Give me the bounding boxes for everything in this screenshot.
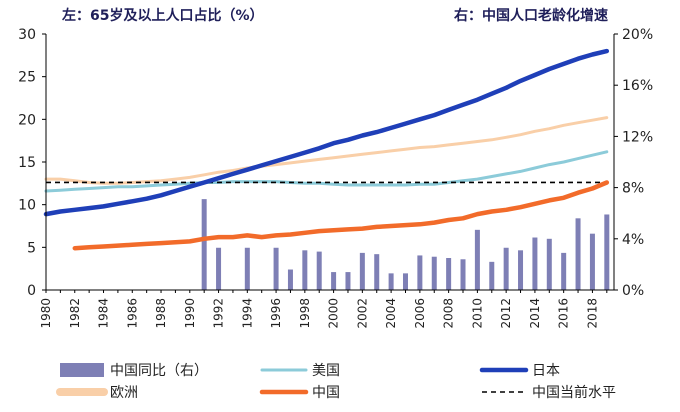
x-tick-label: 1998 [298,298,312,329]
x-tick-label: 2004 [384,298,398,329]
bar-china-yoy [216,247,222,290]
right-tick-label: 12% [622,129,653,145]
bar-china-yoy [417,255,423,290]
x-tick-label: 1988 [154,298,168,329]
legend-label: 中国 [312,385,340,401]
legend-label: 日本 [532,363,560,379]
bar-china-yoy [302,250,308,290]
bar-china-yoy [331,272,337,290]
bar-china-yoy [604,214,610,290]
bar-series [201,199,610,290]
right-tick-label: 0% [622,283,644,299]
x-tick-label: 1984 [97,298,111,329]
bar-china-yoy [561,252,567,290]
x-tick-label: 1986 [125,298,139,329]
left-tick-label: 10 [18,198,36,214]
legend-china-current: 中国当前水平 [482,384,616,401]
x-tick-label: 2012 [499,298,513,329]
left-tick-label: 30 [18,27,36,43]
legend-china: 中国 [259,385,340,401]
bar-china-yoy [489,261,495,290]
x-tick-label: 2002 [355,298,369,329]
x-tick-label: 2014 [528,298,542,329]
line-europe [44,116,609,185]
x-tick-label: 1980 [39,298,53,329]
left-axis-title: 左：65岁及以上人口占比（%） [61,7,264,24]
bar-china-yoy [359,252,365,290]
x-tick-label: 1982 [68,298,82,329]
left-tick-label: 15 [18,155,36,171]
x-tick-label: 2018 [585,298,599,329]
right-y-axis: 0% 4% 8% 12% 16% 20% [614,27,653,299]
bar-china-yoy [244,247,250,290]
line-japan [43,48,610,217]
x-tick-label: 2016 [557,298,571,329]
legend-usa: 美国 [260,363,340,379]
bar-china-yoy [474,229,480,290]
bar-china-yoy [431,256,437,290]
x-tick-label: 1990 [183,298,197,329]
bar-china-yoy [589,233,595,290]
x-tick-label: 1994 [240,298,254,329]
bar-china-yoy [460,259,466,290]
bar-china-yoy [201,199,207,290]
legend-label: 中国同比（右） [110,363,208,379]
x-tick-label: 2006 [413,298,427,329]
left-tick-label: 5 [27,240,36,256]
bar-china-yoy [402,273,408,290]
bar-china-yoy [518,250,524,290]
legend-swatch [60,363,104,377]
legend-label: 中国当前水平 [532,384,616,401]
bar-china-yoy [374,254,380,290]
legend-europe: 欧洲 [56,385,138,401]
left-tick-label: 20 [18,112,36,128]
x-tick-label: 1992 [212,298,226,329]
right-tick-label: 4% [622,232,644,248]
bar-china-yoy [546,238,552,290]
right-axis-title: 右：中国人口老龄化增速 [453,7,608,24]
bar-china-yoy [532,237,538,290]
x-tick-label: 2008 [442,298,456,329]
line-china [72,180,610,251]
x-tick-label: 2010 [470,298,484,329]
bar-china-yoy [316,251,322,290]
legend-japan: 日本 [479,363,560,379]
right-tick-label: 8% [622,181,644,197]
bar-china-yoy [388,273,394,290]
line-series [43,48,610,251]
bar-china-yoy [446,258,452,290]
bar-china-yoy [273,247,279,290]
line-usa [44,150,609,193]
x-axis: 1980 1982 1984 1986 1988 1990 1992 1994 1996 1998… [39,290,608,329]
left-y-axis: 0 5 10 15 20 25 30 [18,27,46,299]
bar-china-yoy [345,272,351,290]
x-tick-label: 2000 [327,298,341,329]
x-tick-label: 1996 [269,298,283,329]
left-tick-label: 0 [27,283,36,299]
legend-label: 欧洲 [110,385,138,401]
bar-china-yoy [287,269,293,290]
axes-frame [45,34,615,291]
right-tick-label: 20% [622,27,653,43]
left-tick-label: 25 [18,70,36,86]
right-tick-label: 16% [622,78,653,94]
bar-china-yoy [575,218,581,290]
bar-china-yoy [503,247,509,290]
legend-china-yoy: 中国同比（右） [60,363,208,379]
legend-label: 美国 [312,363,340,379]
